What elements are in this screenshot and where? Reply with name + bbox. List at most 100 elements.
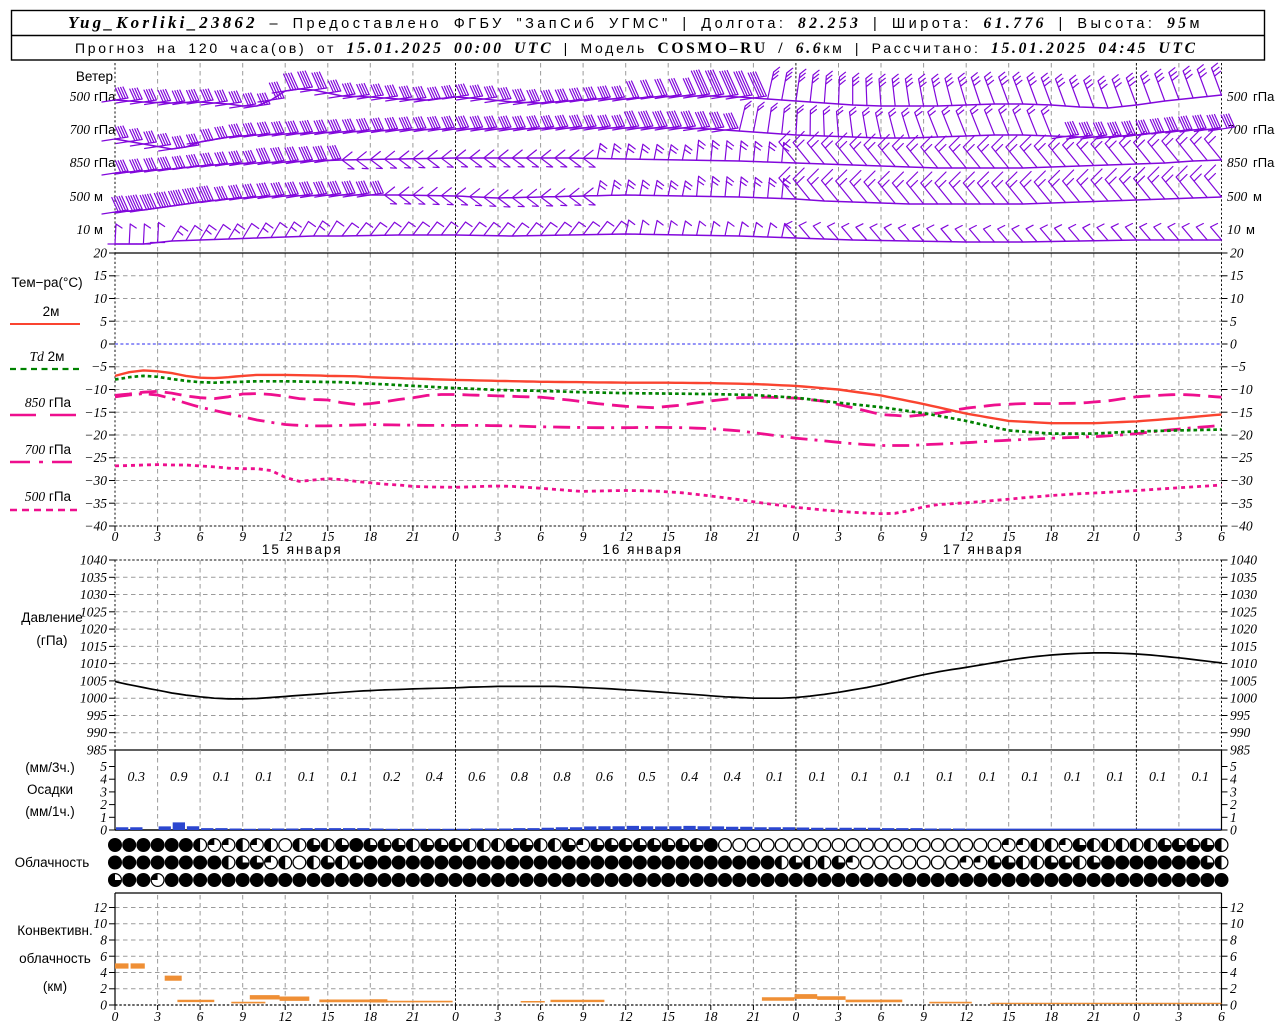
- svg-text:21: 21: [406, 1009, 420, 1024]
- svg-text:Ветер: Ветер: [76, 69, 113, 84]
- svg-text:3: 3: [1229, 784, 1237, 799]
- svg-text:4: 4: [100, 772, 107, 787]
- svg-text:700: 700: [70, 122, 91, 137]
- svg-text:1025: 1025: [1230, 604, 1257, 619]
- svg-text:0.6: 0.6: [596, 770, 614, 785]
- svg-text:−40: −40: [84, 519, 107, 534]
- svg-text:700: 700: [1227, 122, 1248, 137]
- svg-text:6: 6: [1230, 949, 1237, 964]
- svg-text:−40: −40: [1230, 519, 1253, 534]
- svg-text:10: 10: [1227, 222, 1241, 237]
- svg-text:1025: 1025: [80, 604, 107, 619]
- svg-text:1020: 1020: [80, 622, 107, 637]
- svg-text:9: 9: [920, 529, 927, 544]
- svg-text:0.4: 0.4: [723, 770, 741, 785]
- svg-text:2: 2: [100, 981, 107, 996]
- svg-text:−25: −25: [84, 450, 107, 465]
- svg-text:1015: 1015: [80, 639, 107, 654]
- svg-text:1000: 1000: [80, 691, 107, 706]
- svg-text:9: 9: [580, 1009, 587, 1024]
- svg-text:(мм/1ч.): (мм/1ч.): [25, 804, 75, 819]
- svg-text:5: 5: [1230, 314, 1237, 329]
- svg-text:гПа: гПа: [1253, 89, 1275, 104]
- svg-text:1030: 1030: [1230, 587, 1257, 602]
- svg-text:0: 0: [100, 823, 107, 838]
- svg-text:(мм/3ч.): (мм/3ч.): [25, 760, 75, 775]
- svg-text:12: 12: [959, 1009, 973, 1024]
- svg-text:18: 18: [704, 529, 718, 544]
- svg-text:1005: 1005: [1230, 673, 1257, 688]
- svg-text:1: 1: [1230, 810, 1237, 825]
- svg-text:1030: 1030: [80, 587, 107, 602]
- svg-text:6: 6: [100, 949, 107, 964]
- svg-text:18: 18: [364, 529, 378, 544]
- svg-text:гПа: гПа: [94, 122, 116, 137]
- svg-text:21: 21: [406, 529, 420, 544]
- svg-text:12: 12: [278, 1009, 292, 1024]
- svg-text:21: 21: [1087, 529, 1101, 544]
- svg-text:850: 850: [70, 155, 91, 170]
- svg-text:1000: 1000: [1230, 691, 1257, 706]
- svg-text:0.4: 0.4: [425, 770, 443, 785]
- svg-text:21: 21: [747, 1009, 761, 1024]
- svg-text:0.4: 0.4: [681, 770, 699, 785]
- svg-text:18: 18: [704, 1009, 718, 1024]
- svg-text:−25: −25: [1230, 450, 1253, 465]
- svg-text:15: 15: [94, 268, 108, 283]
- svg-text:3: 3: [494, 1009, 502, 1024]
- svg-text:6: 6: [878, 529, 885, 544]
- svg-text:10: 10: [1230, 916, 1244, 931]
- svg-text:0.5: 0.5: [638, 770, 656, 785]
- svg-text:15: 15: [321, 1009, 335, 1024]
- svg-text:−5: −5: [91, 359, 107, 374]
- svg-text:0.1: 0.1: [298, 770, 316, 785]
- svg-text:6: 6: [197, 1009, 204, 1024]
- svg-text:500 гПа: 500 гПа: [25, 489, 72, 504]
- svg-text:15: 15: [1002, 529, 1016, 544]
- svg-text:0: 0: [793, 1009, 800, 1024]
- svg-text:0.8: 0.8: [511, 770, 529, 785]
- svg-text:8: 8: [1230, 933, 1237, 948]
- svg-text:995: 995: [87, 708, 108, 723]
- svg-text:2: 2: [100, 797, 107, 812]
- svg-text:0: 0: [452, 1009, 459, 1024]
- svg-text:облачность: облачность: [19, 951, 91, 966]
- svg-text:Td 2м: Td 2м: [30, 349, 65, 364]
- svg-text:12: 12: [94, 900, 108, 915]
- svg-text:0.1: 0.1: [213, 770, 231, 785]
- svg-text:18: 18: [1045, 529, 1059, 544]
- svg-text:0: 0: [112, 1009, 119, 1024]
- svg-text:0.1: 0.1: [936, 770, 954, 785]
- svg-text:3: 3: [1175, 1009, 1183, 1024]
- svg-text:1005: 1005: [80, 673, 107, 688]
- svg-text:−10: −10: [84, 382, 107, 397]
- svg-text:500: 500: [1227, 89, 1248, 104]
- svg-text:18: 18: [1045, 1009, 1059, 1024]
- svg-text:10: 10: [1230, 291, 1244, 306]
- svg-text:Осадки: Осадки: [27, 782, 73, 797]
- svg-text:гПа: гПа: [1253, 122, 1275, 137]
- svg-text:12: 12: [619, 1009, 633, 1024]
- svg-text:2: 2: [1230, 797, 1237, 812]
- svg-text:1040: 1040: [80, 553, 107, 568]
- svg-text:1035: 1035: [80, 570, 107, 585]
- svg-text:0.1: 0.1: [894, 770, 912, 785]
- svg-text:0.1: 0.1: [1149, 770, 1167, 785]
- svg-text:3: 3: [1175, 529, 1183, 544]
- svg-text:3: 3: [834, 1009, 842, 1024]
- svg-text:0.1: 0.1: [1191, 770, 1209, 785]
- svg-text:850: 850: [1227, 155, 1248, 170]
- svg-text:−20: −20: [84, 428, 107, 443]
- svg-text:0.6: 0.6: [468, 770, 486, 785]
- svg-text:0: 0: [452, 529, 459, 544]
- svg-text:−20: −20: [1230, 428, 1253, 443]
- svg-text:гПа: гПа: [1253, 155, 1275, 170]
- svg-text:−5: −5: [1230, 359, 1246, 374]
- svg-text:8: 8: [100, 933, 107, 948]
- svg-text:0.1: 0.1: [1064, 770, 1082, 785]
- svg-text:995: 995: [1230, 708, 1251, 723]
- svg-text:10: 10: [94, 916, 108, 931]
- svg-text:4: 4: [1230, 965, 1237, 980]
- svg-text:−15: −15: [1230, 405, 1253, 420]
- svg-text:0.1: 0.1: [1021, 770, 1039, 785]
